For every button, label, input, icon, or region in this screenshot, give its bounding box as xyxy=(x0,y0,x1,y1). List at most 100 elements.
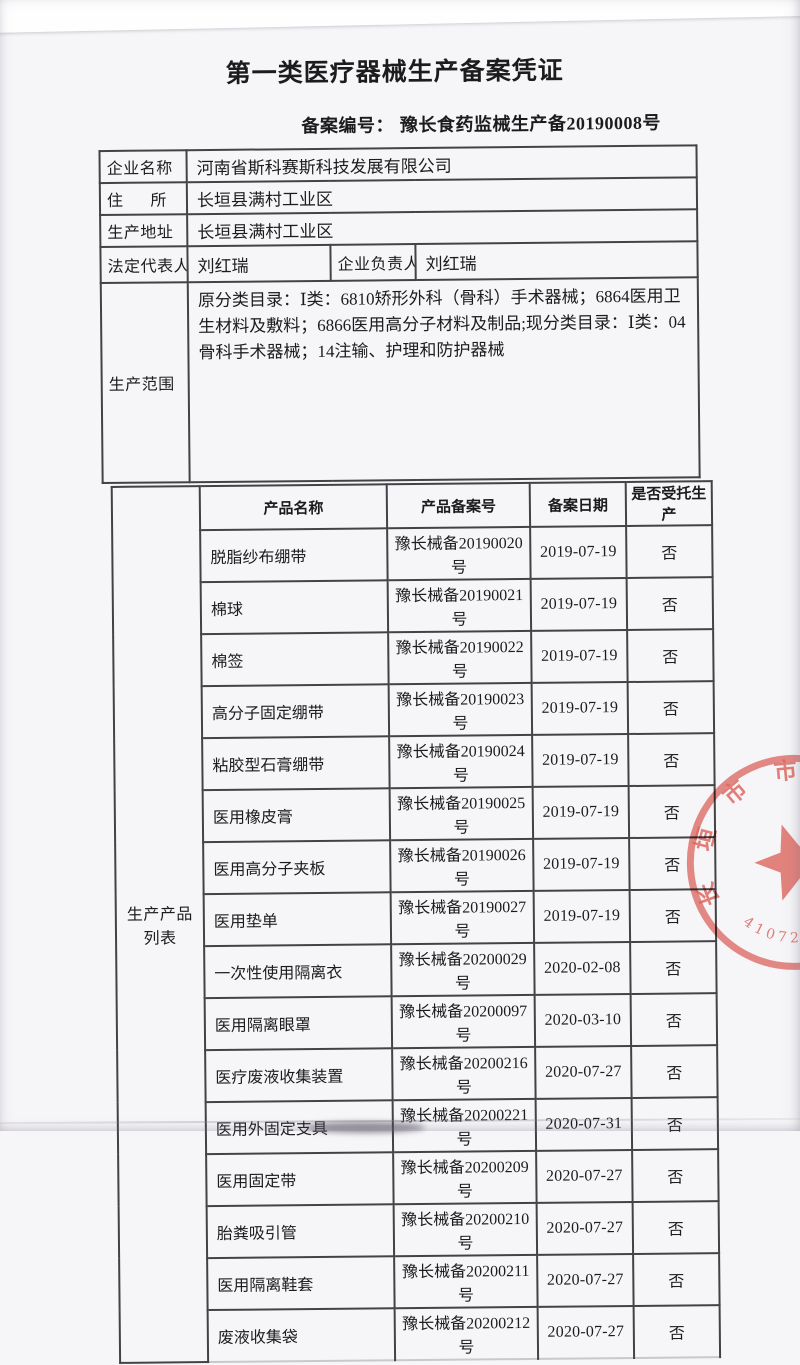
record-date-cell: 2019-07-19 xyxy=(530,578,628,631)
entrusted-cell: 否 xyxy=(629,889,717,942)
record-number-cell: 豫长械备20190023号 xyxy=(388,682,533,737)
record-number-cell: 豫长械备20200210号 xyxy=(393,1202,538,1257)
column-header-entrusted: 是否受托生产 xyxy=(625,481,713,527)
seal-number: 41072 xyxy=(740,913,800,947)
record-number-cell: 豫长械备20200097号 xyxy=(391,994,536,1049)
record-date-cell: 2019-07-19 xyxy=(531,682,629,735)
table-row: 棉签 豫长械备20190022号 2019-07-19 否 xyxy=(113,629,714,687)
table-row: 高分子固定绷带 豫长械备20190023号 2019-07-19 否 xyxy=(114,681,715,739)
record-number-cell: 豫长械备20190025号 xyxy=(389,786,534,841)
record-number-value: 豫长食药监械生产备20190008号 xyxy=(399,112,662,136)
record-number-cell: 豫长械备20190020号 xyxy=(387,526,531,581)
table-row: 一次性使用隔离衣 豫长械备20200029号 2020-02-08 否 xyxy=(116,941,717,999)
table-row: 医用隔离眼罩 豫长械备20200097号 2020-03-10 否 xyxy=(117,993,718,1051)
table-row: 医疗废液收集装置 豫长械备20200216号 2020-07-27 否 xyxy=(117,1045,718,1103)
product-name-cell: 医用隔离鞋套 xyxy=(207,1256,395,1311)
product-name-cell: 脱脂纱布绷带 xyxy=(200,528,388,583)
entrusted-cell: 否 xyxy=(628,785,716,839)
entrusted-cell: 否 xyxy=(628,733,715,787)
entrusted-cell: 否 xyxy=(633,1253,720,1306)
entrusted-cell: 否 xyxy=(633,1305,721,1358)
record-date-cell: 2020-07-27 xyxy=(536,1201,634,1255)
product-name-cell: 医用垫单 xyxy=(203,892,392,947)
table-row: 胎粪吸引管 豫长械备20200210号 2020-07-27 否 xyxy=(119,1201,720,1259)
scan-shadow-smudge xyxy=(305,1122,425,1133)
table-row: 脱脂纱布绷带 豫长械备20190020号 2019-07-19 否 xyxy=(112,525,713,583)
production-scope-label: 生产范围 xyxy=(100,282,190,484)
table-row: 废液收集袋 豫长械备20200212号 2020-07-27 否 xyxy=(120,1305,721,1363)
product-list-table: 生产产品列表 产品名称 产品备案号 备案日期 是否受托生产 脱脂纱布绷带 豫长械备… xyxy=(111,480,721,1364)
entrusted-cell: 否 xyxy=(626,577,714,631)
table-row: 医用隔离鞋套 豫长械备20200211号 2020-07-27 否 xyxy=(119,1253,720,1311)
record-number-cell: 豫长械备20200212号 xyxy=(394,1306,539,1361)
record-number-cell: 豫长械备20190021号 xyxy=(387,578,532,633)
product-name-cell: 医疗废液收集装置 xyxy=(205,1048,393,1103)
production-product-list-label: 生产产品列表 xyxy=(111,486,209,1363)
seal-star-icon xyxy=(754,824,800,901)
product-name-cell: 医用高分子夹板 xyxy=(203,840,391,895)
column-header-product-name: 产品名称 xyxy=(199,484,388,531)
record-number-cell: 豫长械备20200209号 xyxy=(393,1150,537,1205)
product-name-cell: 医用固定带 xyxy=(206,1152,394,1207)
entrusted-cell: 否 xyxy=(629,837,716,891)
record-date-cell: 2020-07-27 xyxy=(535,1045,632,1099)
record-number-cell: 豫长械备20190027号 xyxy=(390,890,535,945)
record-number-cell: 豫长械备20190022号 xyxy=(388,630,532,685)
table-row: 粘胶型石膏绷带 豫长械备20190024号 2019-07-19 否 xyxy=(114,733,715,791)
entrusted-cell: 否 xyxy=(626,525,713,579)
record-number-cell: 豫长械备20190024号 xyxy=(389,734,533,789)
record-date-cell: 2019-07-19 xyxy=(533,838,630,891)
entrusted-cell: 否 xyxy=(630,993,718,1046)
entrusted-cell: 否 xyxy=(631,1097,719,1150)
entrusted-cell: 否 xyxy=(627,681,715,735)
record-date-cell: 2019-07-19 xyxy=(531,630,628,683)
product-name-cell: 医用橡皮膏 xyxy=(202,788,391,843)
table-row: 医用高分子夹板 豫长械备20190026号 2019-07-19 否 xyxy=(115,837,716,895)
product-table-header-row: 生产产品列表 产品名称 产品备案号 备案日期 是否受托生产 xyxy=(111,481,713,1363)
page-title: 第一类医疗器械生产备案凭证 xyxy=(225,57,564,88)
product-name-cell: 废液收集袋 xyxy=(207,1308,396,1363)
company-manager-value: 刘红瑞 xyxy=(415,241,698,281)
product-name-cell: 一次性使用隔离衣 xyxy=(204,944,392,999)
table-row: 医用固定带 豫长械备20200209号 2020-07-27 否 xyxy=(118,1149,719,1207)
table-row: 棉球 豫长械备20190021号 2019-07-19 否 xyxy=(113,577,714,635)
company-name-value: 河南省斯科赛斯科技发展有限公司 xyxy=(186,145,697,183)
product-name-cell: 粘胶型石膏绷带 xyxy=(202,736,390,791)
production-address-label: 生产地址 xyxy=(100,214,188,248)
entrusted-cell: 否 xyxy=(627,629,714,683)
column-header-record-date: 备案日期 xyxy=(529,482,627,527)
residence-label: 住 所 xyxy=(99,182,188,216)
certificate-sheet: 第一类医疗器械生产备案凭证 备案编号： 豫长食药监械生产备20190008号 企业… xyxy=(0,57,800,1363)
record-date-cell: 2020-07-27 xyxy=(537,1305,635,1359)
entrusted-cell: 否 xyxy=(631,1045,718,1098)
production-address-value: 长垣县满村工业区 xyxy=(187,209,698,247)
record-date-cell: 2020-07-27 xyxy=(536,1149,633,1203)
product-name-cell: 医用隔离眼罩 xyxy=(204,996,393,1051)
table-row: 医用橡皮膏 豫长械备20190025号 2019-07-19 否 xyxy=(115,785,716,843)
record-date-cell: 2019-07-19 xyxy=(532,786,630,839)
product-name-cell: 高分子固定绷带 xyxy=(201,684,390,739)
record-number-label: 备案编号： xyxy=(301,115,395,137)
enterprise-info-table: 企业名称 河南省斯科赛斯科技发展有限公司 住 所 长垣县满村工业区 生产地址 长… xyxy=(98,144,700,484)
company-name-label: 企业名称 xyxy=(99,150,187,184)
record-number-cell: 豫长械备20190026号 xyxy=(390,838,534,893)
record-date-cell: 2020-07-31 xyxy=(535,1097,633,1151)
record-number-line: 备案编号： 豫长食药监械生产备20190008号 xyxy=(0,107,795,141)
legal-representative-value: 刘红瑞 xyxy=(187,244,331,283)
record-number-cell: 豫长械备20200211号 xyxy=(394,1254,538,1309)
column-header-record-number: 产品备案号 xyxy=(386,482,531,529)
record-date-cell: 2020-03-10 xyxy=(534,993,632,1047)
record-date-cell: 2019-07-19 xyxy=(533,890,631,943)
entrusted-cell: 否 xyxy=(632,1149,719,1202)
product-name-cell: 胎粪吸引管 xyxy=(206,1204,395,1259)
record-date-cell: 2019-07-19 xyxy=(532,734,629,787)
record-date-cell: 2020-02-08 xyxy=(534,941,631,995)
record-number-cell: 豫长械备20200029号 xyxy=(391,942,535,997)
record-date-cell: 2019-07-19 xyxy=(530,526,627,579)
entrusted-cell: 否 xyxy=(632,1201,720,1254)
company-manager-label: 企业负责人 xyxy=(330,244,416,281)
legal-representative-label: 法定代表人 xyxy=(100,246,188,284)
record-number-cell: 豫长械备20200216号 xyxy=(392,1046,536,1101)
svg-text:41072: 41072 xyxy=(740,913,800,947)
record-date-cell: 2020-07-27 xyxy=(537,1253,634,1307)
